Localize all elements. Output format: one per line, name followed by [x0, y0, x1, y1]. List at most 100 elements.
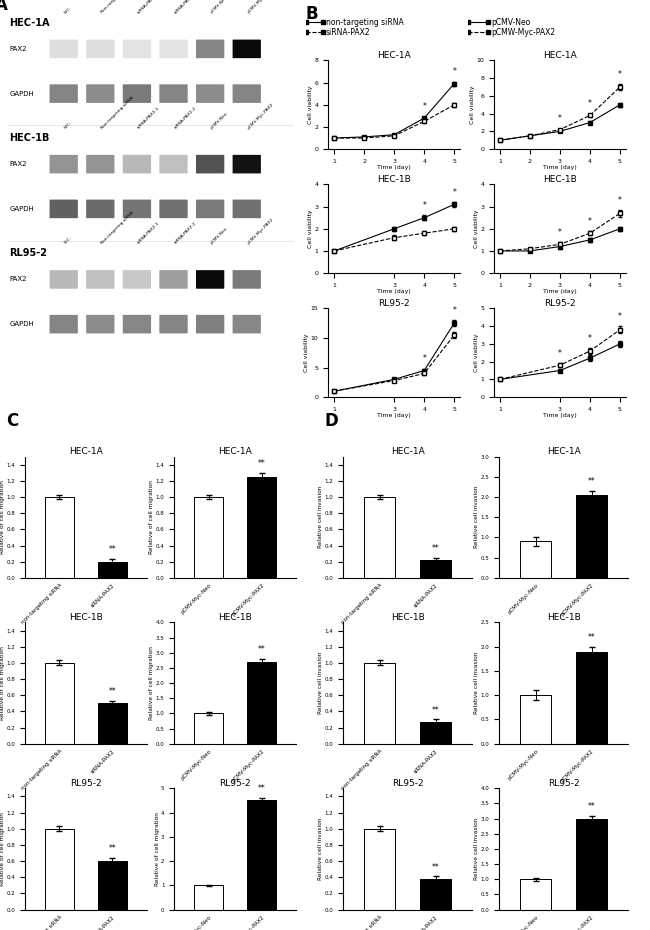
- Text: Non-targeting siRNA: Non-targeting siRNA: [100, 0, 135, 15]
- Y-axis label: Relative of cell migration: Relative of cell migration: [0, 812, 5, 886]
- Bar: [420, 560, 451, 578]
- Y-axis label: Relative cell invasion: Relative cell invasion: [318, 817, 323, 880]
- FancyBboxPatch shape: [123, 85, 151, 103]
- Text: *: *: [452, 306, 456, 315]
- Bar: [247, 477, 276, 578]
- Text: siRNA-PAX2-2: siRNA-PAX2-2: [174, 221, 198, 245]
- Bar: [364, 663, 395, 744]
- Y-axis label: Cell viability: Cell viability: [308, 86, 313, 124]
- Text: **: **: [109, 844, 116, 853]
- Text: PAX2: PAX2: [9, 46, 27, 52]
- FancyBboxPatch shape: [159, 155, 188, 173]
- Title: HEC-1A: HEC-1A: [218, 446, 252, 456]
- Bar: [98, 703, 127, 744]
- Bar: [420, 879, 451, 910]
- Text: A: A: [0, 0, 8, 14]
- Text: pCMV-Myc-PAX2: pCMV-Myc-PAX2: [247, 218, 274, 245]
- Bar: [98, 562, 127, 578]
- Bar: [247, 662, 276, 744]
- Text: GAPDH: GAPDH: [9, 90, 34, 97]
- FancyBboxPatch shape: [233, 270, 261, 288]
- FancyBboxPatch shape: [49, 40, 78, 59]
- Text: PAX2: PAX2: [9, 161, 27, 167]
- FancyBboxPatch shape: [233, 315, 261, 334]
- Bar: [194, 713, 224, 744]
- Text: *: *: [422, 354, 426, 364]
- Text: **: **: [432, 544, 439, 552]
- Text: *: *: [618, 195, 622, 205]
- Bar: [520, 541, 551, 578]
- Y-axis label: Relative of cell migration: Relative of cell migration: [150, 646, 154, 720]
- Title: HEC-1B: HEC-1B: [547, 613, 580, 621]
- Y-axis label: Relative of cell migration: Relative of cell migration: [0, 646, 5, 720]
- FancyBboxPatch shape: [233, 155, 261, 173]
- Title: HEC-1B: HEC-1B: [543, 175, 577, 183]
- FancyBboxPatch shape: [196, 155, 224, 173]
- Title: RL95-2: RL95-2: [378, 299, 410, 308]
- Bar: [364, 829, 395, 910]
- FancyBboxPatch shape: [123, 270, 151, 288]
- Bar: [576, 652, 607, 744]
- Text: *: *: [618, 70, 622, 79]
- Text: siRNA-PAX2-2: siRNA-PAX2-2: [174, 0, 198, 15]
- FancyBboxPatch shape: [233, 200, 261, 219]
- FancyBboxPatch shape: [123, 200, 151, 219]
- Title: RL95-2: RL95-2: [548, 778, 579, 788]
- FancyBboxPatch shape: [86, 40, 114, 59]
- Text: N.C.: N.C.: [64, 6, 73, 15]
- Bar: [45, 497, 74, 578]
- X-axis label: Time (day): Time (day): [378, 289, 411, 294]
- Text: *: *: [452, 188, 456, 197]
- Title: HEC-1B: HEC-1B: [391, 613, 424, 621]
- Text: **: **: [432, 862, 439, 871]
- FancyBboxPatch shape: [86, 85, 114, 103]
- Bar: [45, 663, 74, 744]
- Text: **: **: [258, 458, 266, 468]
- FancyBboxPatch shape: [49, 155, 78, 173]
- Text: *: *: [588, 217, 592, 226]
- Title: HEC-1A: HEC-1A: [543, 50, 577, 60]
- Bar: [247, 801, 276, 910]
- Bar: [45, 829, 74, 910]
- Bar: [520, 879, 551, 910]
- Text: *: *: [558, 228, 562, 237]
- Text: **: **: [109, 687, 116, 696]
- Bar: [194, 497, 224, 578]
- Bar: [194, 885, 224, 910]
- Text: GAPDH: GAPDH: [9, 206, 34, 212]
- Y-axis label: Cell viability: Cell viability: [308, 209, 313, 248]
- FancyBboxPatch shape: [159, 270, 188, 288]
- Text: C: C: [6, 412, 19, 430]
- Title: HEC-1B: HEC-1B: [69, 613, 103, 621]
- Text: D: D: [325, 412, 339, 430]
- Bar: [576, 818, 607, 910]
- Text: pCMV-Neo: pCMV-Neo: [210, 0, 229, 15]
- Text: **: **: [432, 706, 439, 714]
- FancyBboxPatch shape: [196, 315, 224, 334]
- Text: pCMV-Myc-PAX2: pCMV-Myc-PAX2: [247, 102, 274, 130]
- Y-axis label: Cell viability: Cell viability: [470, 86, 475, 124]
- Text: HEC-1A: HEC-1A: [9, 18, 50, 28]
- Text: *: *: [558, 349, 562, 358]
- Text: **: **: [258, 784, 266, 793]
- Text: **: **: [258, 645, 266, 654]
- Text: *: *: [558, 114, 562, 124]
- Text: pCMV-Neo: pCMV-Neo: [210, 226, 229, 245]
- Bar: [98, 861, 127, 910]
- Text: N.C.: N.C.: [64, 121, 73, 130]
- Y-axis label: Relative of cell migration: Relative of cell migration: [150, 480, 154, 554]
- Y-axis label: Relative cell invasion: Relative cell invasion: [318, 652, 323, 714]
- FancyBboxPatch shape: [49, 315, 78, 334]
- Text: siRNA-PAX2-1: siRNA-PAX2-1: [137, 106, 161, 130]
- Text: *: *: [588, 100, 592, 108]
- Text: PAX2: PAX2: [9, 276, 27, 283]
- FancyBboxPatch shape: [196, 40, 224, 59]
- X-axis label: Time (day): Time (day): [543, 413, 577, 418]
- Title: HEC-1A: HEC-1A: [69, 446, 103, 456]
- Text: pCMV-Neo: pCMV-Neo: [210, 111, 229, 130]
- FancyBboxPatch shape: [86, 200, 114, 219]
- Text: *: *: [422, 201, 426, 210]
- Text: non-targeting siRNA: non-targeting siRNA: [326, 18, 403, 27]
- FancyBboxPatch shape: [49, 270, 78, 288]
- Text: **: **: [588, 633, 595, 642]
